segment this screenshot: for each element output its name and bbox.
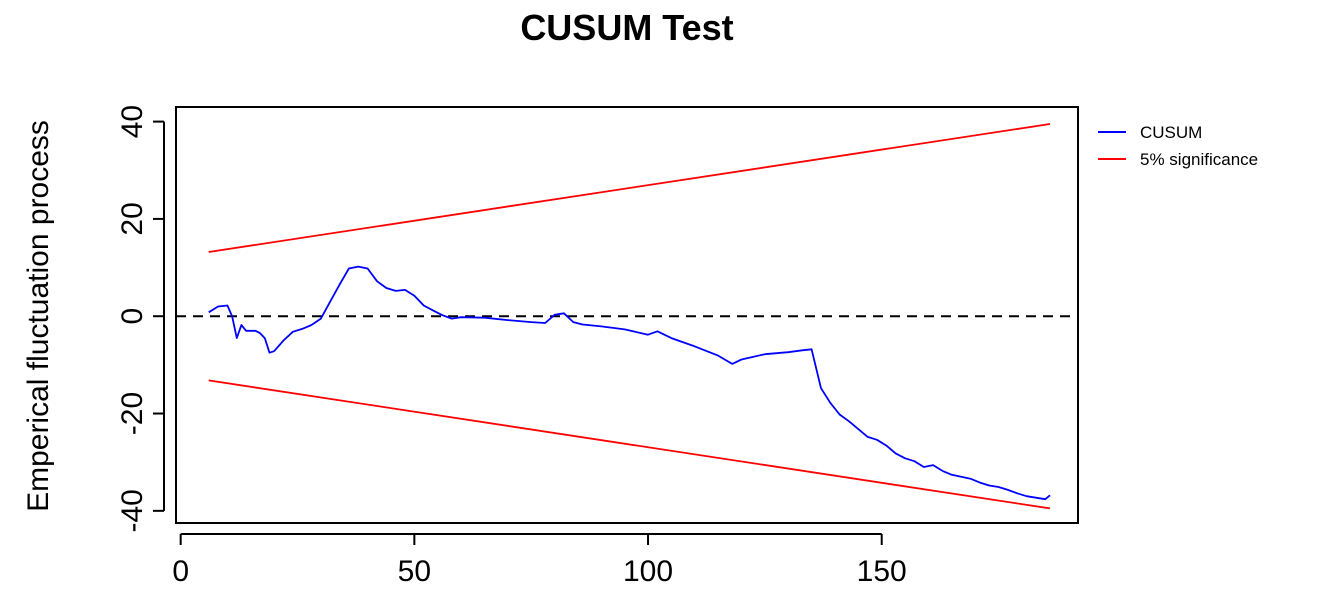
y-axis-label: Emperical fluctuation process [22,120,55,512]
legend-label: CUSUM [1140,123,1202,142]
x-tick-label: 0 [172,555,189,588]
x-tick-label: 100 [623,555,673,588]
plot-frame [175,106,1079,524]
legend-label: 5% significance [1140,150,1258,169]
y-tick-label: -40 [116,489,149,532]
y-tick-label: 20 [116,202,149,235]
x-tick-label: 50 [398,555,431,588]
y-axis: -40 -20 0 20 40 [116,105,165,533]
upper-significance-line [208,123,1051,253]
x-tick-label: 150 [857,555,907,588]
cusum-line [208,265,1051,501]
chart-title: CUSUM Test [520,7,733,48]
x-axis: 0 50 100 150 [172,533,907,588]
y-tick-label: -20 [116,392,149,435]
series-layer [208,123,1051,510]
y-tick-label: 0 [116,308,149,325]
legend: CUSUM 5% significance [1098,123,1258,169]
y-tick-label: 40 [116,105,149,138]
lower-significance-line [208,379,1051,510]
